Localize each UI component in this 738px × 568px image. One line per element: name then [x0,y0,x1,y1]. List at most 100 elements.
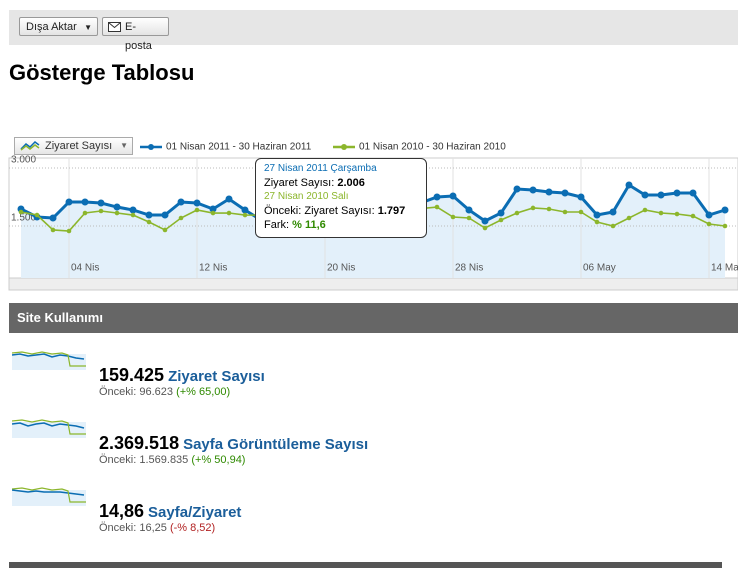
point [225,195,233,203]
point [513,185,521,193]
point [530,205,536,211]
sparkline-area [12,354,86,370]
legend-dot [341,144,347,150]
point [562,209,568,215]
sparkline-line [11,489,85,496]
point [81,198,89,206]
sparkline-svg [11,419,86,438]
sparkline [11,416,86,443]
previous-value: 1.569.835 [139,454,189,466]
dropdown-arrow: ▼ [84,23,92,32]
point [610,223,616,229]
point [465,206,473,214]
tooltip-label: Ziyaret Sayısı: [264,177,335,189]
metric-name[interactable]: Sayfa/Ziyaret [148,504,242,521]
point [433,193,441,201]
point [130,212,136,218]
legend-label: 01 Nisan 2010 - 30 Haziran 2010 [359,142,506,153]
point [113,203,121,211]
change: (+% 50,94) [191,454,246,466]
point [449,192,457,200]
point [481,217,489,225]
point [65,198,73,206]
point [209,205,217,213]
point [705,211,713,219]
x-tick-label: 20 Nis [327,263,355,274]
point [177,198,185,206]
point [66,228,72,234]
tooltip-date: 27 Nisan 2011 Çarşamba [264,163,377,174]
metric: 159.425 Ziyaret Sayısı Önceki: 96.623 (+% … [99,365,265,398]
page-title: Gösterge Tablosu [9,60,195,85]
chart-icon [20,141,40,151]
point [210,210,216,216]
sparkline [11,348,86,375]
point [18,209,24,215]
point [690,213,696,219]
point [626,215,632,221]
previous-label: Önceki: [99,386,137,398]
point [50,227,56,233]
scroll-strip [8,277,738,291]
sparkline-line [11,353,85,360]
point [689,189,697,197]
point [34,212,40,218]
point [706,221,712,227]
tooltip-value: % 11,6 [292,219,326,231]
export-label: Dışa Aktar [26,21,77,33]
point [98,208,104,214]
sparkline-svg [11,351,86,370]
metric-name[interactable]: Ziyaret Sayısı [168,368,265,385]
point [594,219,600,225]
sparkline-line [11,419,86,435]
tooltip-value: 2.006 [337,177,365,189]
x-tick-label: 12 Nis [199,263,227,274]
point [466,215,472,221]
point [194,207,200,213]
legend-label: 01 Nisan 2011 - 30 Haziran 2011 [166,142,312,153]
point [625,181,633,189]
tooltip-label: Önceki: Ziyaret Sayısı: [264,205,375,217]
sparkline-area [12,490,86,506]
y-tick-label: 3.000 [11,155,36,166]
sparkline-line [11,351,86,367]
metric-selector-label: Ziyaret Sayısı [45,140,113,152]
point [242,212,248,218]
chart: 01 Nisan 2011 - 30 Haziran 2011 01 Nisan … [8,142,738,291]
metric-value: 2.369.518 [99,433,180,453]
point [162,227,168,233]
point [226,210,232,216]
point [129,206,137,214]
bottom-bar [9,562,722,568]
tooltip-date: 27 Nisan 2010 Salı [264,191,349,202]
email-button[interactable]: E-posta [102,17,169,52]
point [658,210,664,216]
point [561,189,569,197]
metric-selector[interactable]: Ziyaret Sayısı ▼ [14,137,133,155]
email-label: E-posta [125,21,152,52]
legend-dot [148,144,154,150]
previous-label: Önceki: [99,454,137,466]
point [545,188,553,196]
metric-value: 14,86 [99,501,145,521]
point [450,214,456,220]
point [482,225,488,231]
point [498,217,504,223]
export-button[interactable]: Dışa Aktar ▼ [19,17,98,36]
point [673,189,681,197]
tooltip-label: Fark: [264,219,290,231]
point [82,210,88,216]
point [641,191,649,199]
point [241,206,249,214]
sparkline [11,484,86,511]
sparkline-line [11,422,85,429]
metric: 14,86 Sayfa/Ziyaret Önceki: 16,25 (-% 8,52… [99,501,241,534]
previous-label: Önceki: [99,522,137,534]
point [193,199,201,207]
tooltip: 27 Nisan 2011 Çarşamba Ziyaret Sayısı: 2… [255,158,427,238]
metric-name[interactable]: Sayfa Görüntüleme Sayısı [183,436,369,453]
point [722,223,728,229]
point [114,210,120,216]
y-tick-label: 1.500 [11,213,36,224]
